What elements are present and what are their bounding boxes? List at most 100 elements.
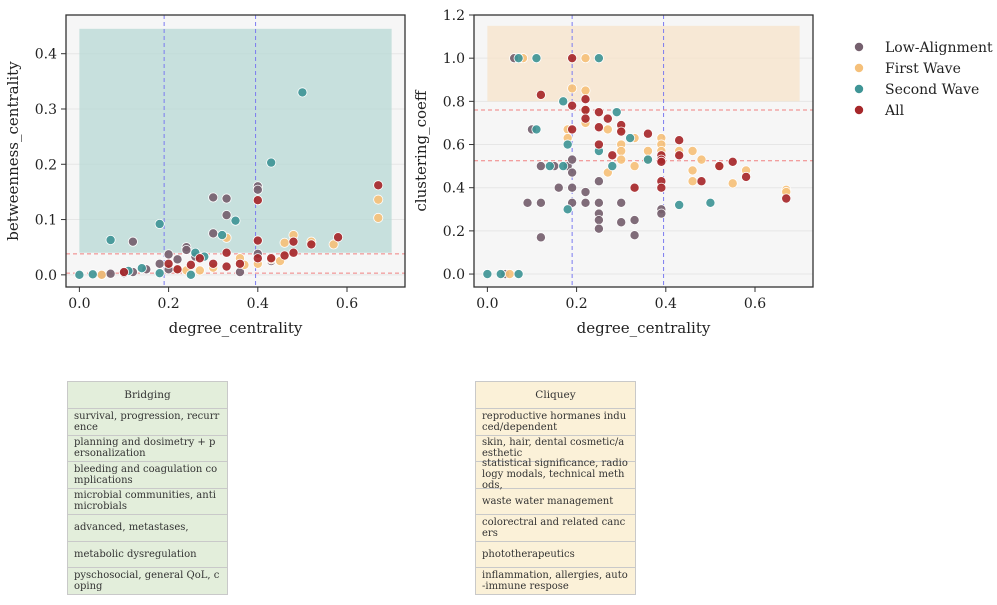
data-point xyxy=(567,182,578,193)
data-point xyxy=(593,215,604,226)
data-point xyxy=(181,244,192,255)
cliquey-row-7: inflammation, allergies, auto-immune res… xyxy=(482,570,628,593)
data-point xyxy=(252,253,263,264)
data-point xyxy=(705,197,716,208)
data-point xyxy=(593,176,604,187)
data-point xyxy=(616,154,627,165)
data-point xyxy=(558,161,569,172)
y-tick-label: 0.6 xyxy=(443,138,465,154)
data-point xyxy=(127,236,138,247)
betweenness-scatter-chart: 0.0 0.2 0.4 0.6 0.0 0.1 0.2 0.3 0.4 degree_centra… xyxy=(4,14,406,337)
data-point xyxy=(558,96,569,107)
cliquey-row-5: colorectral and related cancers xyxy=(476,515,635,542)
cliquey-table: Cliquey reproductive hormanes induced/de… xyxy=(475,381,636,595)
x-tick-label: 0.6 xyxy=(744,296,766,312)
legend: Low-Alignment First Wave Second Wave All xyxy=(854,40,993,119)
data-point xyxy=(288,236,299,247)
data-point xyxy=(288,247,299,258)
cliquey-row-2: skin, hair, dental cosmetic/aesthetic xyxy=(476,436,635,462)
data-point xyxy=(625,133,636,144)
data-point xyxy=(642,154,653,165)
data-point xyxy=(611,107,622,118)
data-point xyxy=(567,100,578,111)
cliquey-table-header: Cliquey xyxy=(476,382,635,409)
legend-label: Low-Alignment xyxy=(885,40,993,56)
data-point xyxy=(373,180,384,191)
data-point xyxy=(593,107,604,118)
data-point xyxy=(642,145,653,156)
data-point xyxy=(234,258,245,269)
y-tick-label: 0.2 xyxy=(35,157,57,173)
data-point xyxy=(593,223,604,234)
data-point xyxy=(535,232,546,243)
data-point xyxy=(208,192,219,203)
y-tick-label: 0.0 xyxy=(443,267,465,283)
data-point xyxy=(279,237,290,248)
data-point xyxy=(266,253,277,264)
x-tick-label: 0.0 xyxy=(476,296,498,312)
y-tick-label: 0.1 xyxy=(35,213,57,229)
data-point xyxy=(306,239,317,250)
legend-label: All xyxy=(884,103,905,119)
bridging-row-2: planning and dosimetry + personalization xyxy=(68,436,227,462)
data-point xyxy=(629,215,640,226)
data-point xyxy=(580,53,591,64)
legend-marker xyxy=(854,63,865,74)
bridging-row-1: survival, progression, recurrence xyxy=(68,409,227,436)
cliquey-row-3: statistical significance, radiology moda… xyxy=(476,458,635,491)
data-point xyxy=(221,193,232,204)
data-point xyxy=(252,235,263,246)
data-point xyxy=(136,263,147,274)
data-point xyxy=(580,113,591,124)
data-point xyxy=(373,194,384,205)
y-tick-label: 0.3 xyxy=(35,102,57,118)
data-point xyxy=(593,122,604,133)
data-point xyxy=(656,156,667,167)
data-point xyxy=(567,53,578,64)
data-point xyxy=(562,204,573,215)
data-point xyxy=(629,182,640,193)
data-point xyxy=(580,94,591,105)
data-point xyxy=(656,208,667,219)
data-point xyxy=(535,197,546,208)
data-point xyxy=(593,53,604,64)
data-point xyxy=(727,156,738,167)
data-point xyxy=(629,161,640,172)
data-point xyxy=(553,182,564,193)
bridging-table-header: Bridging xyxy=(68,382,227,409)
data-point xyxy=(279,250,290,261)
data-point xyxy=(656,182,667,193)
data-point xyxy=(696,176,707,187)
y-tick-label: 1.2 xyxy=(443,8,465,24)
data-point xyxy=(562,139,573,150)
data-point xyxy=(96,269,107,280)
data-point xyxy=(602,124,613,135)
data-point xyxy=(642,128,653,139)
data-point xyxy=(544,161,555,172)
data-point xyxy=(185,259,196,270)
legend-label: First Wave xyxy=(885,61,961,77)
data-point xyxy=(230,215,241,226)
data-point xyxy=(163,258,174,269)
data-point xyxy=(687,165,698,176)
y-tick-label: 0.4 xyxy=(35,47,57,63)
bridging-row-6: metabolic dysregulation xyxy=(68,542,227,568)
data-point xyxy=(221,247,232,258)
data-point xyxy=(580,104,591,115)
data-point xyxy=(105,235,116,246)
data-point xyxy=(217,230,228,241)
data-point xyxy=(208,258,219,269)
data-point xyxy=(602,113,613,124)
data-point xyxy=(154,258,165,269)
y-tick-label: 1.0 xyxy=(443,51,465,67)
y-tick-label: 0.0 xyxy=(35,268,57,284)
plot-frame xyxy=(473,14,814,288)
data-point xyxy=(607,150,618,161)
data-point xyxy=(741,171,752,182)
y-tick-label: 0.2 xyxy=(443,224,465,240)
legend-marker xyxy=(854,42,865,53)
data-point xyxy=(687,176,698,187)
x-tick-label: 0.0 xyxy=(68,296,90,312)
data-point xyxy=(221,210,232,221)
data-point xyxy=(535,89,546,100)
